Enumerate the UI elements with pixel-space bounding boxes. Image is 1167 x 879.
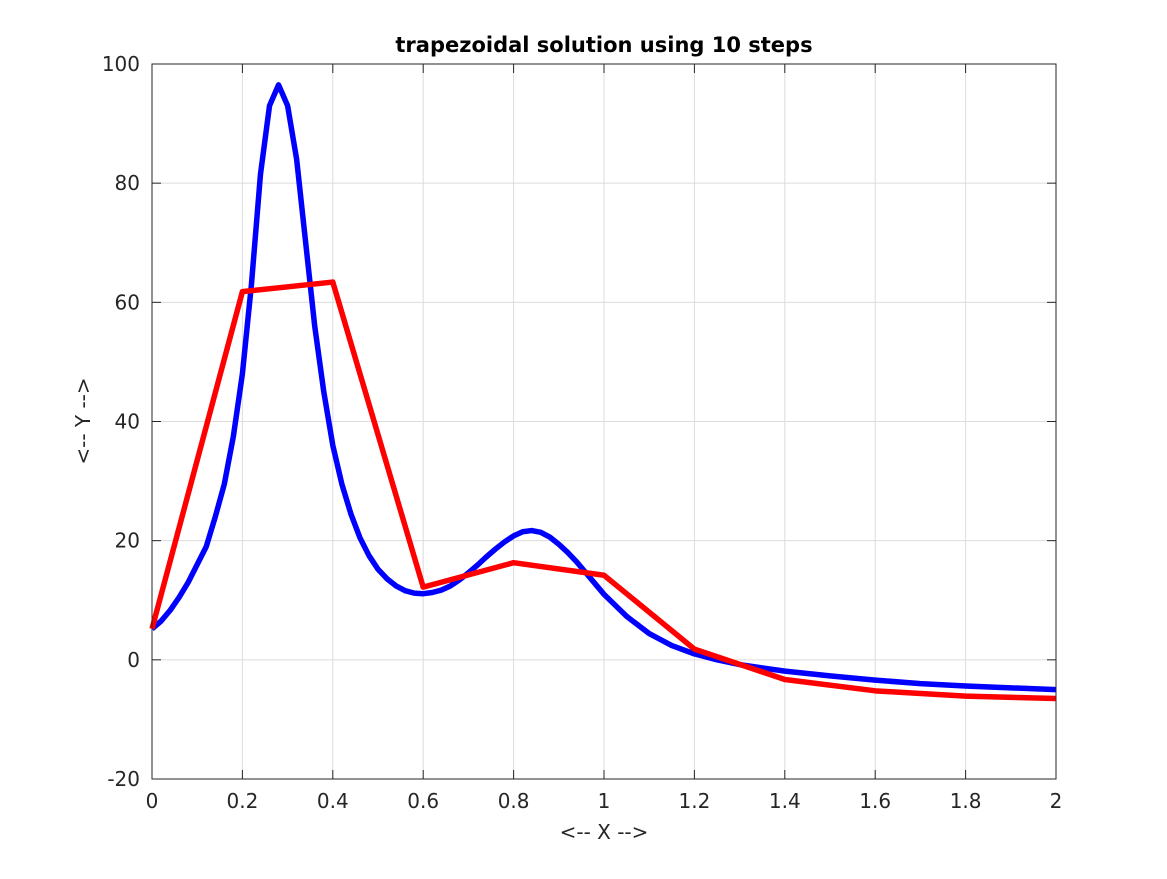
y-tick-label-0: -20	[107, 767, 140, 791]
x-tick-label-2: 0.4	[317, 789, 349, 813]
y-tick-label-1: 0	[127, 648, 140, 672]
x-tick-label-4: 0.8	[498, 789, 530, 813]
y-tick-label-2: 20	[115, 529, 140, 553]
series-line-1	[149, 279, 1057, 702]
x-axis-label: <-- X -->	[560, 820, 649, 844]
y-tick-label-6: 100	[102, 52, 140, 76]
x-tick-label-6: 1.2	[678, 789, 710, 813]
series-group	[149, 82, 1057, 702]
y-axis-label: <-- Y -->	[71, 377, 95, 464]
y-tick-label-4: 60	[115, 290, 140, 314]
ticks	[151, 63, 1057, 780]
x-tick-labels: 0 0.2 0.4 0.6 0.8 1 1.2 1.4 1.6 1.8 2	[146, 789, 1063, 813]
x-tick-label-7: 1.4	[769, 789, 801, 813]
x-tick-label-1: 0.2	[226, 789, 258, 813]
chart-title: trapezoidal solution using 10 steps	[395, 33, 812, 57]
series-line-0	[150, 82, 1057, 693]
x-tick-label-10: 2	[1050, 789, 1063, 813]
y-tick-labels: -20 0 20 40 60 80 100	[102, 52, 140, 791]
x-tick-label-5: 1	[598, 789, 611, 813]
y-tick-label-5: 80	[115, 171, 140, 195]
x-tick-label-3: 0.6	[407, 789, 439, 813]
x-tick-label-8: 1.6	[859, 789, 891, 813]
y-tick-label-3: 40	[115, 410, 140, 434]
x-tick-label-0: 0	[146, 789, 159, 813]
x-tick-label-9: 1.8	[950, 789, 982, 813]
